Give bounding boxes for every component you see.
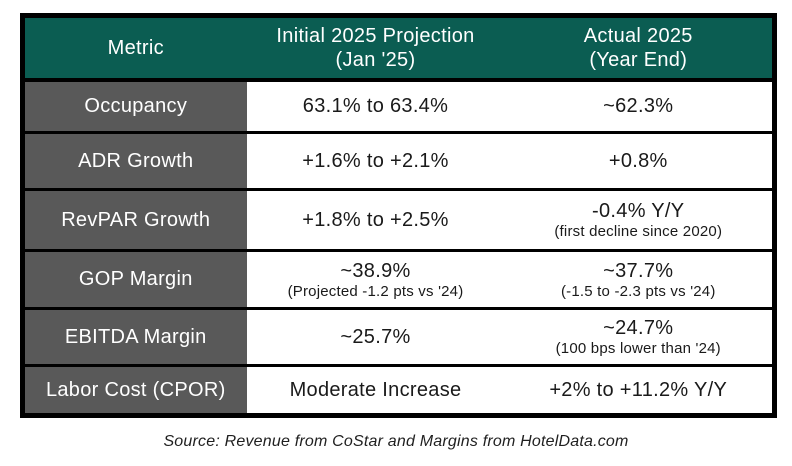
actual-value: ~24.7% xyxy=(603,317,674,339)
table-row-occupancy: Occupancy 63.1% to 63.4% ~62.3% xyxy=(22,79,775,133)
table-body: Occupancy 63.1% to 63.4% ~62.3% ADR Grow… xyxy=(22,79,775,416)
projection-cell: +1.6% to +2.1% xyxy=(246,132,505,190)
projection-cell: Moderate Increase xyxy=(246,365,505,416)
header-projection-line1: Initial 2025 Projection xyxy=(276,24,475,47)
actual-cell: +0.8% xyxy=(504,132,775,190)
actual-note: (-1.5 to -2.3 pts vs '24) xyxy=(560,282,716,300)
actual-value: ~37.7% xyxy=(603,259,674,282)
projection-cell: +1.8% to +2.5% xyxy=(246,189,505,251)
projection-value: ~25.7% xyxy=(340,326,411,348)
projection-value: ~38.9% xyxy=(340,259,411,282)
table-header: Metric Initial 2025 Projection (Jan '25)… xyxy=(22,15,775,82)
actual-cell: ~62.3% xyxy=(504,79,775,133)
projection-value: +1.6% to +2.1% xyxy=(302,150,449,172)
header-actual-line1: Actual 2025 xyxy=(583,24,693,47)
actual-value: -0.4% Y/Y xyxy=(592,200,685,222)
metric-label: EBITDA Margin xyxy=(22,308,247,366)
actual-cell: -0.4% Y/Y (first decline since 2020) xyxy=(504,189,775,251)
header-metric-label: Metric xyxy=(107,36,164,59)
actual-note: (first decline since 2020) xyxy=(554,223,723,240)
table-row-labor-cost: Labor Cost (CPOR) Moderate Increase +2% … xyxy=(22,365,775,416)
table-row-gop-margin: GOP Margin ~38.9% (Projected -1.2 pts vs… xyxy=(22,250,775,309)
actual-value: ~62.3% xyxy=(603,95,674,118)
table-row-revpar-growth: RevPAR Growth +1.8% to +2.5% -0.4% Y/Y (… xyxy=(22,189,775,251)
projection-value: +1.8% to +2.5% xyxy=(302,209,449,231)
actual-value: +2% to +11.2% Y/Y xyxy=(549,379,728,401)
source-caption: Source: Revenue from CoStar and Margins … xyxy=(163,433,629,450)
projection-value: Moderate Increase xyxy=(289,379,462,401)
header-metric: Metric xyxy=(22,15,247,82)
header-projection: Initial 2025 Projection (Jan '25) xyxy=(246,15,505,82)
actual-note: (100 bps lower than '24) xyxy=(555,340,721,357)
actual-value: +0.8% xyxy=(608,150,668,172)
header-projection-line2: (Jan '25) xyxy=(335,48,416,71)
actual-cell: ~24.7% (100 bps lower than '24) xyxy=(504,308,775,366)
metric-label: GOP Margin xyxy=(22,250,247,309)
projection-note: (Projected -1.2 pts vs '24) xyxy=(287,282,464,300)
metric-label: Occupancy xyxy=(22,79,247,133)
actual-cell: +2% to +11.2% Y/Y xyxy=(504,365,775,416)
metric-label: RevPAR Growth xyxy=(22,189,247,251)
metric-label: ADR Growth xyxy=(22,132,247,190)
header-actual-line2: (Year End) xyxy=(589,48,688,71)
projection-cell: ~38.9% (Projected -1.2 pts vs '24) xyxy=(246,250,505,309)
projection-cell: ~25.7% xyxy=(246,308,505,366)
header-row: Metric Initial 2025 Projection (Jan '25)… xyxy=(22,15,775,82)
header-actual: Actual 2025 (Year End) xyxy=(504,15,775,82)
actual-cell: ~37.7% (-1.5 to -2.3 pts vs '24) xyxy=(504,250,775,309)
table-row-adr-growth: ADR Growth +1.6% to +2.1% +0.8% xyxy=(22,132,775,190)
table-row-ebitda-margin: EBITDA Margin ~25.7% ~24.7% (100 bps low… xyxy=(22,308,775,366)
projection-cell: 63.1% to 63.4% xyxy=(246,79,505,133)
projection-value: 63.1% to 63.4% xyxy=(302,95,449,118)
metric-label: Labor Cost (CPOR) xyxy=(22,365,247,416)
comparison-table: Metric Initial 2025 Projection (Jan '25)… xyxy=(20,13,777,418)
